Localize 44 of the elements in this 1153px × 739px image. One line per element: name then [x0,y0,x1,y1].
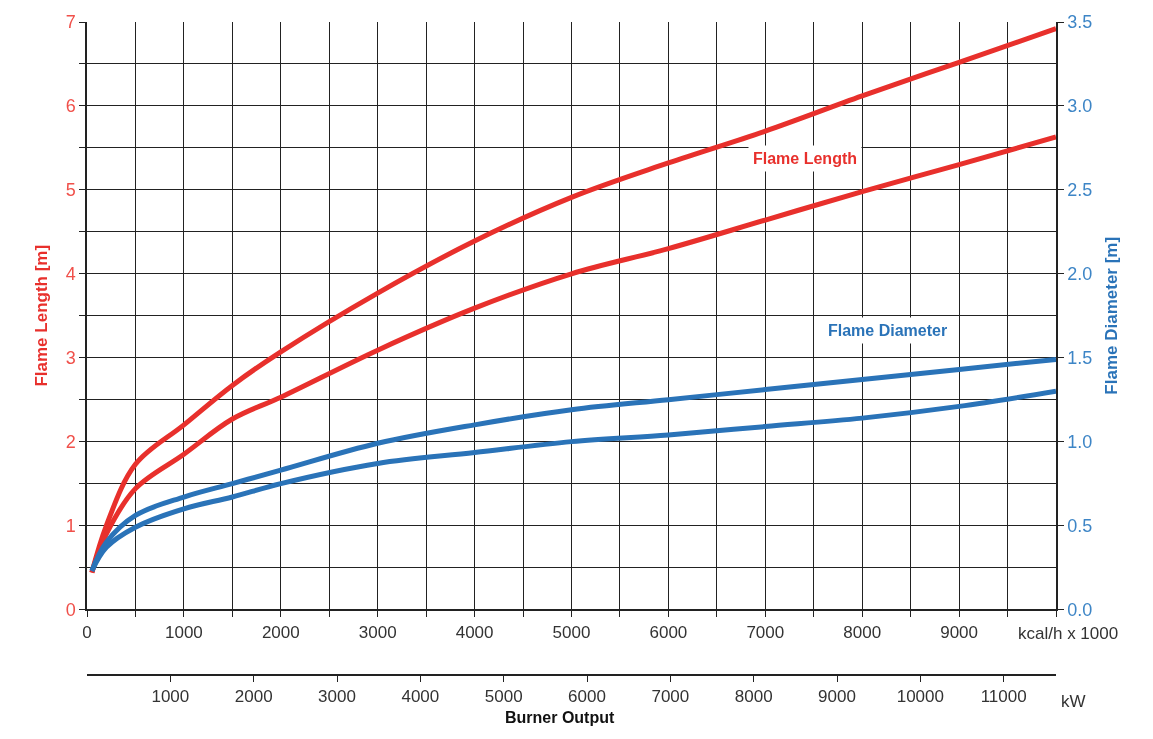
x-tick-label: 9000 [940,622,979,642]
x-tick-label: 1000 [164,622,203,642]
x-tick-label: 2000 [261,622,300,642]
x2-tick-label: 6000 [568,687,606,707]
y2-tick-label: 1.0 [1067,431,1093,452]
x-tick-label: 3000 [358,622,397,642]
y2-tick-label: 0.5 [1067,515,1093,536]
x2-tick-label: 11000 [980,687,1027,707]
x-tick-label: 5000 [552,622,591,642]
x-tick-label: 8000 [843,622,882,642]
y2-tick-label: 2.5 [1067,180,1093,201]
y-tick-label: 0 [65,599,76,620]
x2-tick-label: 2000 [234,687,273,707]
y-tick-label: 4 [65,264,76,285]
x-axis-title: kcal/h x 1000 [1018,624,1119,643]
x2-tick-label: 10000 [896,687,944,707]
y-tick-label: 3 [65,348,76,368]
y2-axis-title: Flame Diameter [m] [1102,236,1122,395]
x2-tick-label: 9000 [818,687,856,707]
x2-tick-label: 8000 [734,687,773,707]
x-tick-label: 0 [82,622,92,642]
y-axis-title: Flame Length [m] [31,244,51,387]
y-tick-label: 7 [65,12,76,33]
annotation: Flame Diameter [828,322,948,339]
annotation: Flame Length [753,150,858,167]
x2-axis-title: kW [1061,692,1086,711]
x-tick-label: 6000 [649,622,688,642]
y2-tick-label: 0.0 [1067,599,1093,620]
y-tick-label: 6 [65,96,76,117]
text: Burner Output [505,709,615,726]
x2-tick-label: 3000 [318,687,356,707]
y2-tick-label: 3.5 [1067,12,1093,33]
x2-tick-label: 7000 [651,687,690,707]
y2-tick-label: 1.5 [1067,348,1093,368]
x-tick-label: 4000 [455,622,494,642]
x-tick-label: 7000 [746,622,785,642]
x2-tick-label: 1000 [151,687,190,707]
y2-tick-label: 3.0 [1067,96,1093,117]
y-tick-label: 5 [65,180,76,201]
x2-tick-label: 5000 [484,687,523,707]
y-tick-label: 2 [65,431,76,452]
x2-tick-label: 4000 [401,687,440,707]
y2-tick-label: 2.0 [1067,264,1093,285]
y-tick-label: 1 [65,515,76,536]
